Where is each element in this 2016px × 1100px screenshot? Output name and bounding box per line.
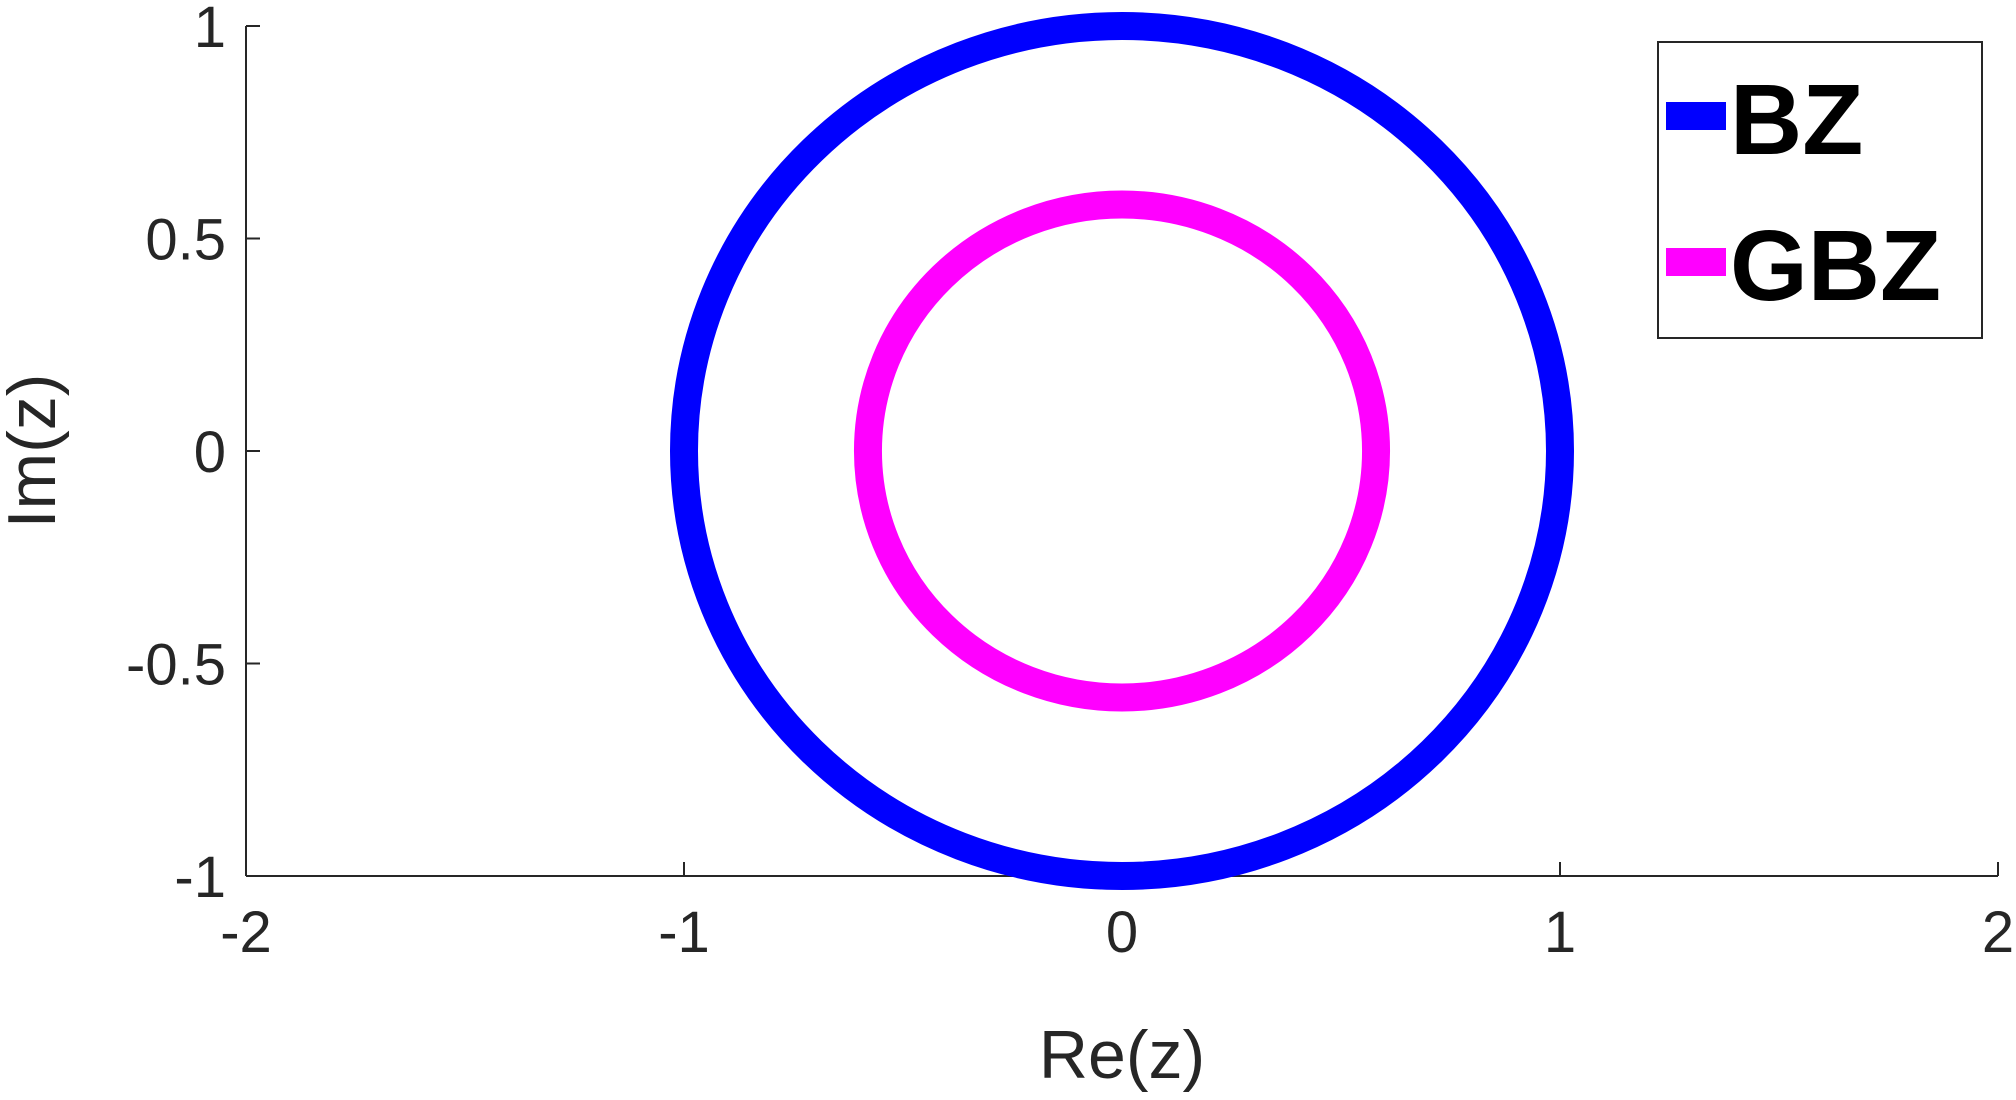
x-axis-title: Re(z) [1039, 1017, 1205, 1093]
x-tick-label: -1 [658, 900, 710, 965]
y-axis: -1 -0.5 0 0.5 1 [126, 0, 260, 910]
x-tick-label: 2 [1982, 900, 2014, 965]
y-axis-title: Im(z) [0, 374, 70, 529]
legend-label-bz: BZ [1730, 64, 1863, 176]
x-tick-label: -2 [220, 900, 272, 965]
y-tick-label: -0.5 [126, 633, 226, 698]
x-axis: -2 -1 0 1 2 [220, 862, 2014, 965]
legend-label-gbz: GBZ [1730, 210, 1941, 322]
x-tick-label: 0 [1106, 900, 1138, 965]
series-bz-curve [670, 12, 1574, 890]
y-tick-label: 0.5 [145, 208, 226, 273]
series-layer [670, 12, 1574, 890]
x-tick-label: 1 [1544, 900, 1576, 965]
series-gbz-curve [853, 190, 1391, 712]
y-tick-label: 0 [194, 420, 226, 485]
y-tick-label: -1 [174, 845, 226, 910]
legend: BZ GBZ [1657, 41, 1983, 339]
legend-box [1657, 41, 1983, 339]
y-tick-label: 1 [194, 0, 226, 60]
